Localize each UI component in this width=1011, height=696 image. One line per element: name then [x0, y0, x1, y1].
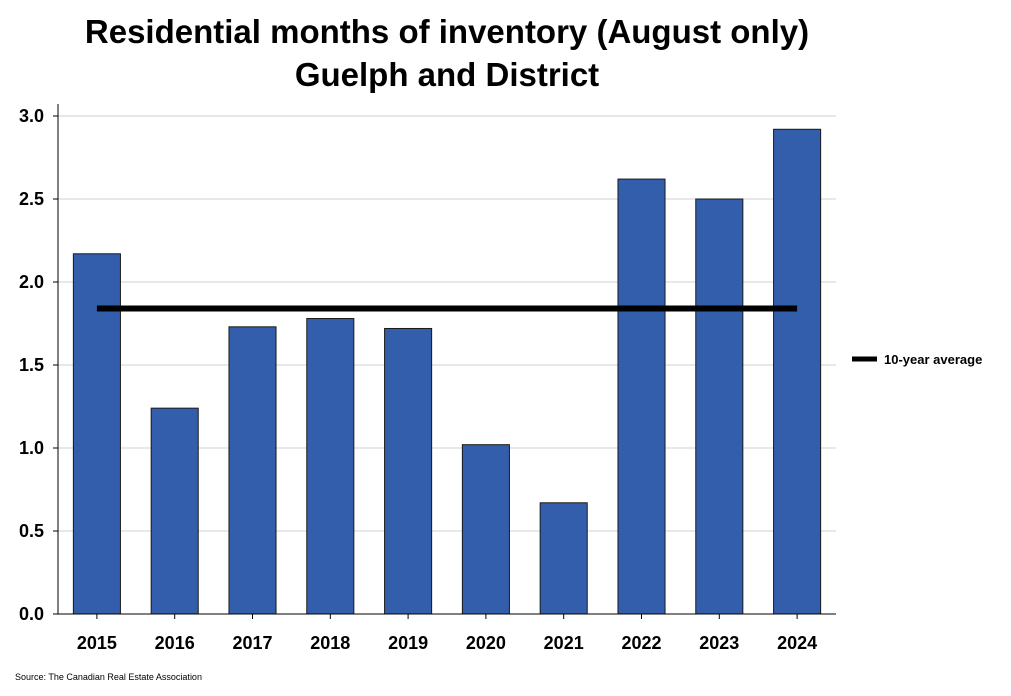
bar-2024 — [773, 128, 822, 615]
y-tick-label: 2.5 — [19, 189, 44, 209]
chart-subtitle: Guelph and District — [295, 56, 599, 93]
legend: 10-year average — [852, 352, 982, 367]
bar-2020 — [461, 444, 510, 615]
y-tick-label: 0.5 — [19, 521, 44, 541]
bar-2017 — [228, 326, 277, 615]
y-tick-label: 3.0 — [19, 106, 44, 126]
bar-series — [72, 128, 822, 615]
bar-2016 — [150, 407, 199, 615]
x-tick-label-2022: 2022 — [621, 633, 661, 653]
y-tick-label: 1.5 — [19, 355, 44, 375]
x-tick-labels: 2015 2016 2017 2018 2019 2020 2021 2022 2023 2024 — [77, 614, 817, 653]
bar-2021 — [539, 502, 588, 615]
y-tick-label: 1.0 — [19, 438, 44, 458]
y-tick-label: 0.0 — [19, 604, 44, 624]
x-tick-label-2018: 2018 — [310, 633, 350, 653]
bar-2022 — [617, 178, 666, 615]
x-tick-label-2015: 2015 — [77, 633, 117, 653]
x-tick-label-2016: 2016 — [155, 633, 195, 653]
source-note: Source: The Canadian Real Estate Associa… — [15, 672, 202, 682]
chart-title: Residential months of inventory (August … — [85, 13, 809, 50]
bar-2019 — [384, 327, 433, 615]
x-tick-label-2021: 2021 — [544, 633, 584, 653]
legend-average-label: 10-year average — [884, 352, 982, 367]
x-tick-label-2023: 2023 — [699, 633, 739, 653]
y-tick-labels: 0.0 0.5 1.0 1.5 2.0 2.5 3.0 — [19, 106, 58, 624]
x-tick-label-2017: 2017 — [232, 633, 272, 653]
x-tick-label-2019: 2019 — [388, 633, 428, 653]
y-tick-label: 2.0 — [19, 272, 44, 292]
x-tick-label-2024: 2024 — [777, 633, 817, 653]
bar-2023 — [695, 198, 744, 615]
bar-2018 — [306, 318, 355, 615]
x-tick-label-2020: 2020 — [466, 633, 506, 653]
